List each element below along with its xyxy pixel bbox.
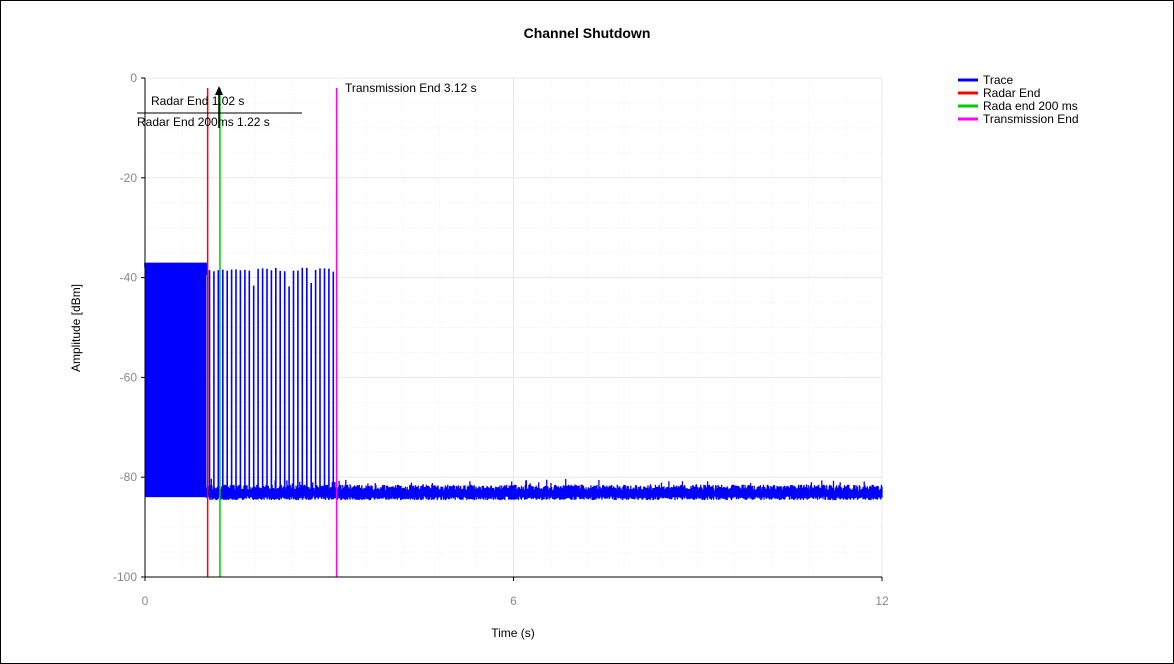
tick-labels: 0 -20 -40 -60 -80 -100 0 6 12 <box>113 71 889 608</box>
axes <box>141 77 883 581</box>
x-tick-label: 6 <box>510 594 517 608</box>
legend-label: Rada end 200 ms <box>983 99 1078 113</box>
annotations: Radar End 1.02 s Radar End 200ms 1.22 s Tr… <box>137 81 477 129</box>
y-tick-label: -60 <box>120 370 138 384</box>
legend-label: Radar End <box>983 86 1040 100</box>
y-tick-label: -40 <box>120 271 138 285</box>
annotation-radar-end-200ms: Radar End 200ms 1.22 s <box>137 115 270 129</box>
y-axis-label: Amplitude [dBm] <box>69 284 83 372</box>
marker-lines <box>206 87 338 577</box>
y-tick-label: -20 <box>120 171 138 185</box>
x-tick-label: 0 <box>142 594 149 608</box>
chart-title: Channel Shutdown <box>524 25 651 41</box>
annotation-arrow-head <box>215 86 223 95</box>
x-axis-label: Time (s) <box>491 626 535 640</box>
legend-label: Transmission End <box>983 112 1079 126</box>
annotation-transmission-end: Transmission End 3.12 s <box>345 81 477 95</box>
annotation-radar-end: Radar End 1.02 s <box>151 94 244 108</box>
grid <box>144 77 883 578</box>
trace-series <box>144 262 883 501</box>
legend-label: Trace <box>983 73 1014 87</box>
y-tick-label: -80 <box>120 470 138 484</box>
x-tick-label: 12 <box>875 594 889 608</box>
y-tick-label: 0 <box>130 71 137 85</box>
trace-noise-floor <box>205 478 883 501</box>
trace-active-block <box>145 267 207 498</box>
y-tick-label: -100 <box>113 570 137 584</box>
